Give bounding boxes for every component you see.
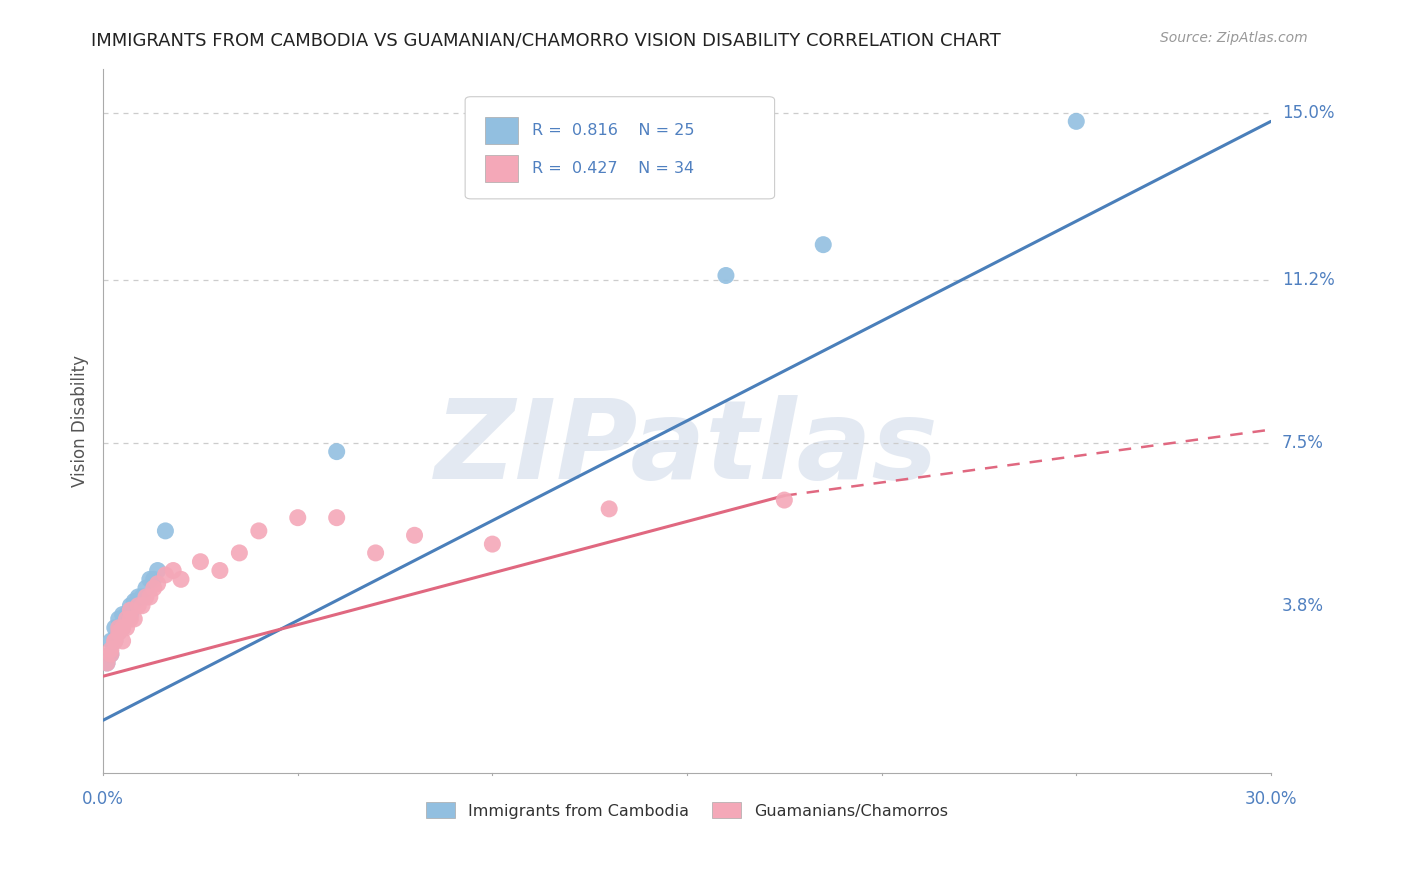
- Point: [208, 564, 231, 578]
- Point: [100, 642, 122, 657]
- Text: IMMIGRANTS FROM CAMBODIA VS GUAMANIAN/CHAMORRO VISION DISABILITY CORRELATION CHA: IMMIGRANTS FROM CAMBODIA VS GUAMANIAN/CH…: [91, 31, 1001, 49]
- Point: [104, 621, 127, 635]
- Point: [122, 594, 145, 608]
- Point: [115, 612, 138, 626]
- Point: [111, 607, 134, 622]
- Point: [107, 612, 129, 626]
- Text: R =  0.427    N = 34: R = 0.427 N = 34: [531, 161, 693, 177]
- Y-axis label: Vision Disability: Vision Disability: [72, 355, 89, 487]
- Point: [155, 568, 177, 582]
- Point: [146, 564, 169, 578]
- Point: [139, 572, 162, 586]
- Text: R =  0.816    N = 25: R = 0.816 N = 25: [531, 123, 695, 138]
- Text: 15.0%: 15.0%: [1282, 103, 1334, 121]
- Point: [100, 647, 122, 661]
- Point: [142, 581, 165, 595]
- Point: [111, 621, 134, 635]
- Point: [170, 572, 193, 586]
- Point: [104, 634, 127, 648]
- Point: [120, 612, 142, 626]
- Point: [598, 501, 620, 516]
- Point: [135, 581, 157, 595]
- Point: [131, 590, 153, 604]
- Point: [146, 576, 169, 591]
- Point: [813, 237, 835, 252]
- Point: [155, 524, 177, 538]
- Point: [247, 524, 270, 538]
- Point: [100, 634, 122, 648]
- Point: [120, 603, 142, 617]
- FancyBboxPatch shape: [465, 96, 775, 199]
- Point: [115, 621, 138, 635]
- Legend: Immigrants from Cambodia, Guamanians/Chamorros: Immigrants from Cambodia, Guamanians/Cha…: [419, 796, 955, 825]
- Text: Source: ZipAtlas.com: Source: ZipAtlas.com: [1160, 31, 1308, 45]
- Point: [131, 599, 153, 613]
- Point: [111, 634, 134, 648]
- Text: 11.2%: 11.2%: [1282, 271, 1334, 289]
- Text: ZIPatlas: ZIPatlas: [434, 395, 939, 502]
- Point: [139, 590, 162, 604]
- Bar: [485, 118, 517, 144]
- Point: [404, 528, 426, 542]
- Point: [773, 493, 796, 508]
- Text: 7.5%: 7.5%: [1282, 434, 1324, 452]
- Point: [115, 612, 138, 626]
- Bar: [485, 155, 517, 182]
- Point: [115, 607, 138, 622]
- Point: [122, 612, 145, 626]
- Point: [1064, 114, 1087, 128]
- Text: 3.8%: 3.8%: [1282, 597, 1324, 615]
- Point: [325, 510, 347, 524]
- Point: [127, 599, 149, 613]
- Point: [120, 599, 142, 613]
- Point: [107, 625, 129, 640]
- Point: [287, 510, 309, 524]
- Point: [142, 572, 165, 586]
- Point: [481, 537, 503, 551]
- Point: [190, 555, 212, 569]
- Point: [162, 564, 184, 578]
- Point: [111, 621, 134, 635]
- Point: [104, 634, 127, 648]
- Point: [100, 647, 122, 661]
- Point: [135, 590, 157, 604]
- Point: [107, 625, 129, 640]
- Point: [107, 621, 129, 635]
- Point: [120, 607, 142, 622]
- Point: [96, 656, 118, 670]
- Point: [364, 546, 387, 560]
- Point: [714, 268, 737, 283]
- Point: [104, 634, 127, 648]
- Point: [96, 656, 118, 670]
- Text: 0.0%: 0.0%: [82, 789, 124, 808]
- Point: [325, 444, 347, 458]
- Point: [228, 546, 250, 560]
- Point: [127, 590, 149, 604]
- Text: 30.0%: 30.0%: [1244, 789, 1298, 808]
